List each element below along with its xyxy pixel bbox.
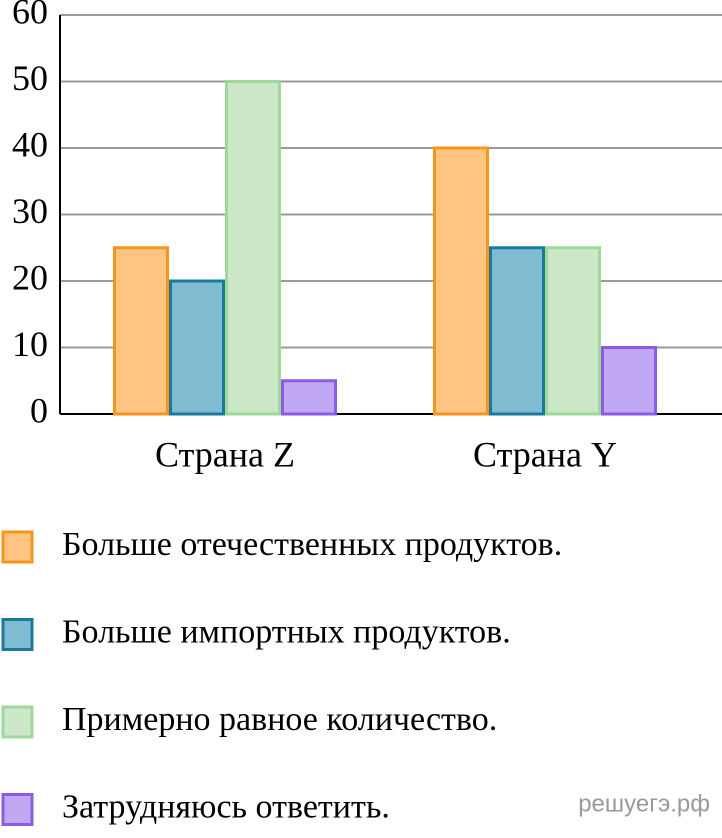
bar bbox=[601, 346, 657, 416]
legend-label: Затрудняюсь ответить. bbox=[62, 788, 390, 825]
y-tick-label: 30 bbox=[12, 191, 48, 231]
x-tick-label: Страна Y bbox=[473, 434, 617, 474]
y-tick-label: 0 bbox=[30, 390, 48, 430]
y-tick-label: 20 bbox=[12, 257, 48, 297]
bar bbox=[489, 246, 545, 416]
legend-swatch bbox=[1, 618, 34, 651]
legend-label: Больше импортных продуктов. bbox=[62, 613, 511, 650]
bar bbox=[433, 146, 489, 416]
legend-label: Примерно равное количество. bbox=[62, 701, 497, 738]
legend-label: Больше отечественных продуктов. bbox=[62, 526, 562, 563]
legend-swatch bbox=[1, 793, 34, 826]
bar bbox=[281, 379, 337, 416]
bar bbox=[169, 279, 225, 416]
bar bbox=[113, 246, 169, 416]
bar bbox=[225, 80, 281, 416]
y-tick-label: 10 bbox=[12, 324, 48, 364]
bar bbox=[545, 246, 601, 416]
y-tick-label: 60 bbox=[12, 0, 48, 31]
y-tick-label: 50 bbox=[12, 58, 48, 98]
legend-swatch bbox=[1, 530, 34, 564]
y-tick-label: 40 bbox=[12, 124, 48, 164]
watermark: решуегэ.рф bbox=[578, 790, 710, 817]
x-tick-label: Страна Z bbox=[155, 434, 295, 474]
legend-swatch bbox=[1, 705, 34, 739]
